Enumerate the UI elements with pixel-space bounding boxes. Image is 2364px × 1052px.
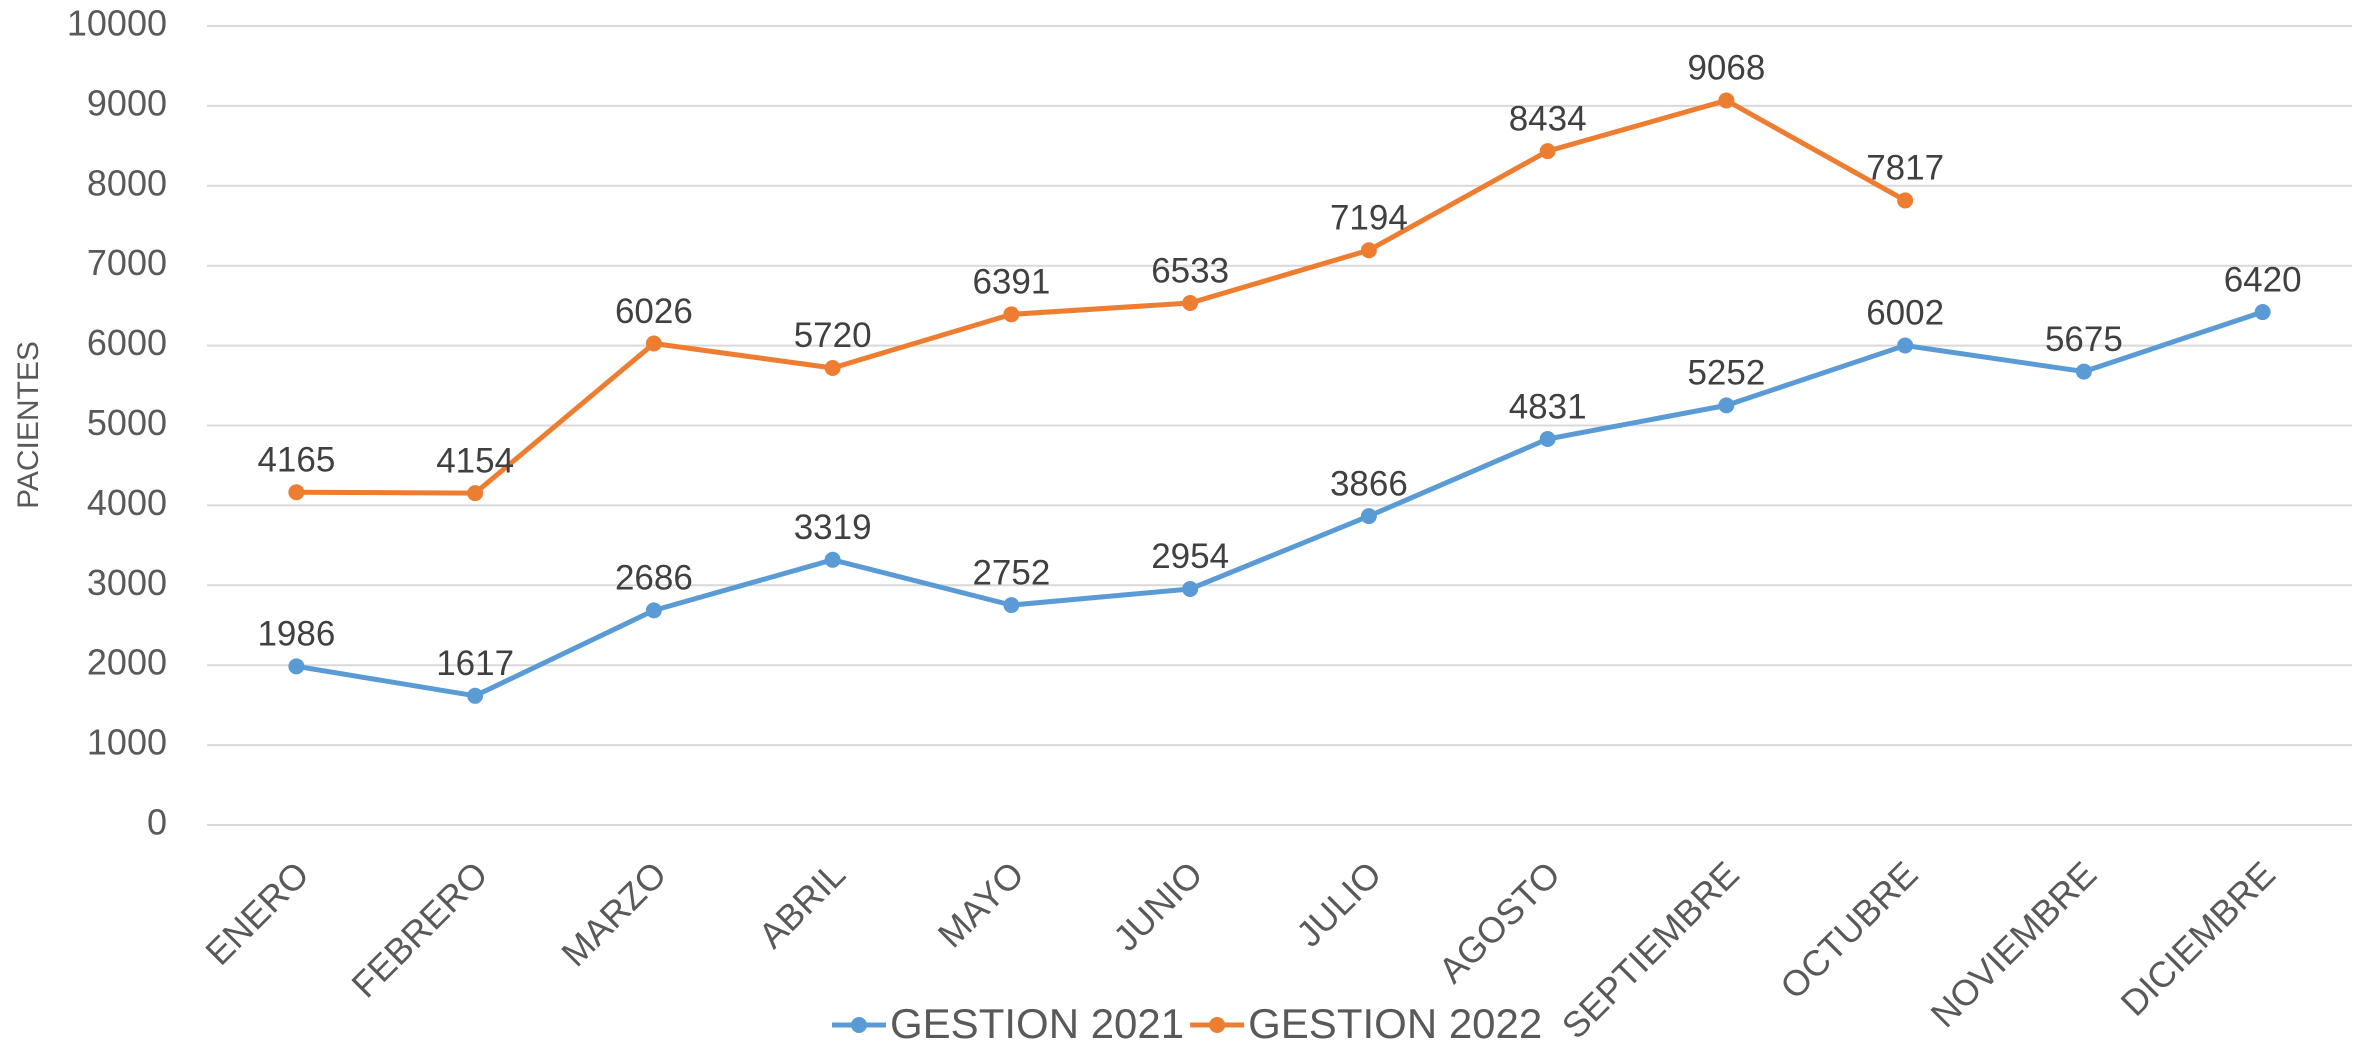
x-tick-label: JULIO (1288, 853, 1389, 954)
y-tick-label: 4000 (87, 482, 167, 523)
data-label: 6533 (1151, 251, 1229, 290)
legend-label: GESTION 2022 (1248, 1000, 1542, 1047)
legend-label: GESTION 2021 (890, 1000, 1184, 1047)
x-tick-label: SEPTIEMBRE (1554, 853, 1747, 1046)
data-label: 7194 (1330, 198, 1408, 237)
x-tick-label: FEBRERO (343, 853, 495, 1005)
x-tick-label: AGOSTO (1431, 853, 1568, 990)
x-tick-label: MARZO (553, 853, 674, 974)
series-line (296, 97, 1907, 496)
marker (288, 658, 305, 675)
data-label: 2686 (615, 559, 693, 598)
marker (1003, 306, 1020, 323)
y-axis-label: PACIENTES (12, 341, 45, 509)
x-tick-label: JUNIO (1105, 853, 1210, 958)
y-tick-label: 9000 (87, 82, 167, 123)
data-label: 2752 (972, 553, 1050, 592)
y-tick-label: 5000 (87, 402, 167, 443)
data-label: 1617 (436, 644, 514, 683)
y-tick-label: 2000 (87, 642, 167, 683)
data-label: 6002 (1866, 294, 1944, 333)
data-label: 8434 (1509, 99, 1587, 138)
data-label: 1986 (257, 615, 335, 654)
y-tick-label: 7000 (87, 242, 167, 283)
data-label: 5720 (794, 316, 872, 355)
marker (1897, 337, 1914, 354)
x-tick-label: MAYO (930, 853, 1032, 955)
data-label: 4165 (257, 440, 335, 479)
marker (824, 551, 841, 568)
marker (1718, 92, 1735, 109)
marker (467, 687, 484, 704)
x-tick-label: ENERO (197, 853, 317, 973)
legend-marker (1209, 1017, 1226, 1033)
marker (467, 485, 484, 502)
data-label: 5252 (1687, 354, 1765, 393)
marker (1539, 431, 1556, 448)
y-tick-label: 8000 (87, 162, 167, 203)
marker (1182, 295, 1199, 312)
marker (645, 602, 662, 619)
marker (1897, 192, 1914, 209)
data-label: 7817 (1866, 149, 1944, 188)
marker (824, 359, 841, 376)
y-tick-label: 1000 (87, 722, 167, 763)
x-tick-label: ABRIL (750, 853, 853, 956)
marker (1360, 508, 1377, 525)
legend-marker (851, 1017, 867, 1033)
data-label: 2954 (1151, 537, 1229, 576)
y-tick-label: 0 (147, 802, 167, 843)
marker (1182, 580, 1199, 597)
data-label: 4154 (436, 441, 514, 480)
y-tick-label: 10000 (67, 3, 167, 44)
marker (2075, 363, 2092, 380)
x-tick-label: NOVIEMBRE (1923, 853, 2105, 1035)
marker (1718, 397, 1735, 414)
data-label: 6420 (2224, 260, 2302, 299)
data-label: 9068 (1687, 49, 1765, 88)
data-label: 6026 (615, 292, 693, 331)
y-tick-label: 6000 (87, 322, 167, 363)
marker (2254, 304, 2271, 321)
x-tick-label: OCTUBRE (1772, 853, 1925, 1006)
marker (1003, 597, 1020, 614)
data-label: 3319 (794, 508, 872, 547)
data-label: 5675 (2045, 320, 2123, 359)
data-label: 3866 (1330, 464, 1408, 503)
x-tick-label: DICIEMBRE (2113, 853, 2283, 1023)
marker (645, 335, 662, 352)
y-tick-label: 3000 (87, 562, 167, 603)
data-label: 6391 (972, 263, 1050, 302)
marker (1539, 143, 1556, 160)
marker (288, 484, 305, 501)
series-line (295, 309, 2264, 699)
data-label: 4831 (1509, 387, 1587, 426)
marker (1360, 242, 1377, 259)
